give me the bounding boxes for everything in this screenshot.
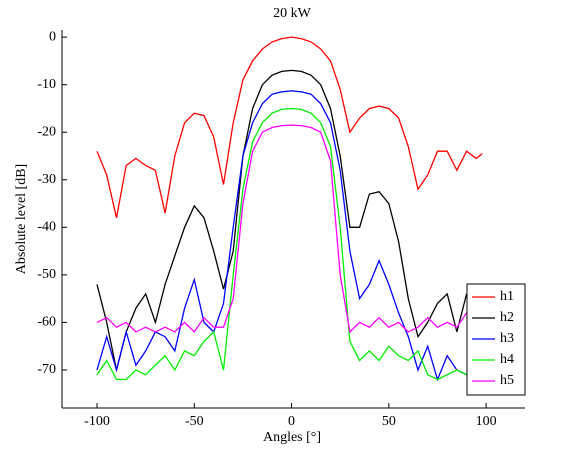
legend-label: h4	[500, 352, 514, 367]
x-tick-label: 0	[288, 414, 295, 429]
y-tick-label: 0	[49, 29, 56, 44]
x-tick-label: 50	[382, 414, 396, 429]
series-line	[96, 90, 483, 394]
y-tick-label: -70	[37, 362, 56, 377]
x-axis-label: Angles [°]	[263, 430, 321, 445]
y-tick-label: -20	[37, 124, 56, 139]
chart-title: 20 kW	[273, 6, 312, 21]
series-line	[96, 107, 483, 381]
series-line	[96, 36, 483, 218]
y-axis-label: Absolute level [dB]	[14, 164, 29, 274]
y-tick-label: -10	[37, 77, 56, 92]
legend-label: h3	[500, 331, 514, 346]
series-line	[96, 69, 483, 371]
y-tick-label: -50	[37, 267, 56, 282]
x-tick-label: -100	[84, 414, 110, 429]
y-tick-label: -30	[37, 172, 56, 187]
y-tick-label: -40	[37, 220, 56, 235]
legend-label: h5	[500, 373, 514, 388]
x-tick-label: 100	[476, 414, 497, 429]
legend-label: h1	[500, 289, 514, 304]
series-line	[96, 124, 483, 338]
x-tick-label: -50	[185, 414, 204, 429]
legend-label: h2	[500, 310, 514, 325]
y-tick-label: -60	[37, 315, 56, 330]
